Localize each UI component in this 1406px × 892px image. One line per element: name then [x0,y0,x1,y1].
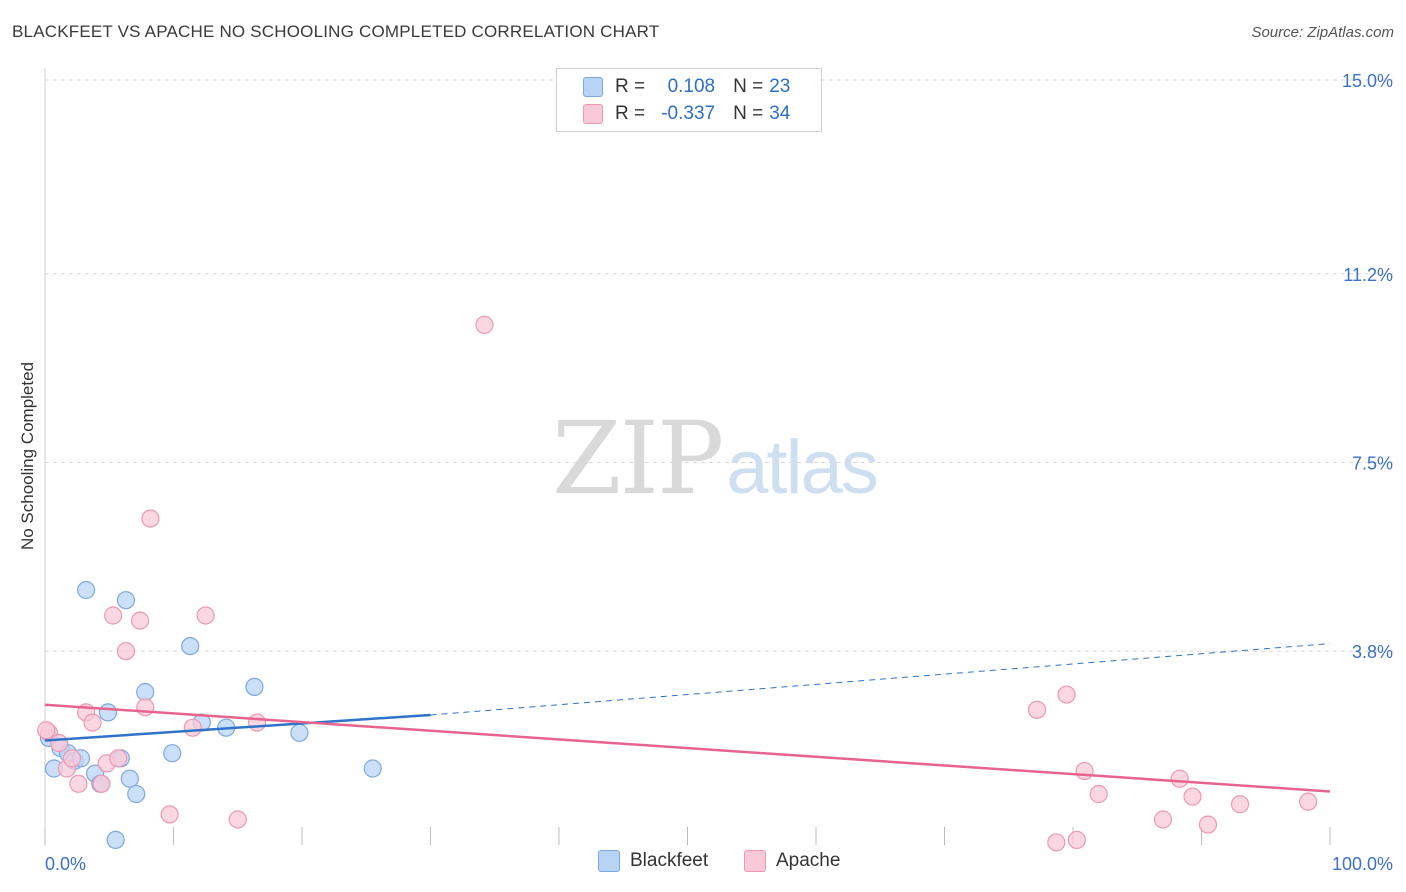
apache-point [1075,761,1094,781]
blackfeet-point [245,677,264,697]
apache-point [109,749,128,768]
blackfeet-point [127,784,146,804]
apache-point [1047,833,1066,852]
apache-trend-line [44,703,1331,793]
y-tick-label: 7.5% [1352,454,1393,474]
apache-point [1057,685,1076,704]
x-tick-label: 0.0% [45,854,86,874]
legend-item-apache: Apache [744,850,840,872]
apache-point [247,713,267,732]
apache-point [69,774,88,793]
blackfeet-point [120,769,139,788]
y-tick-label: 15.0% [1342,71,1393,91]
blackfeet-point [116,591,136,610]
apache-point [475,315,494,334]
legend-r-value: -0.337 [661,103,716,124]
apache-point [1183,787,1202,806]
y-axis-label: No Schooling Completed [18,361,37,551]
apache-point [83,713,102,732]
apache-point [183,718,202,737]
apache-point [1170,769,1189,788]
apache-point [130,611,150,630]
legend-label-blackfeet: Blackfeet [630,850,709,871]
apache-point [160,805,179,824]
apache-swatch [583,104,603,124]
apache-point [1299,792,1318,811]
legend-r-value: 0.108 [667,76,716,97]
legend-n-value: 23 [769,76,791,97]
correlation-legend: R = 0.108 N = 23 R = -0.337 N = 34 [556,68,822,132]
watermark-atlas: atlas [726,425,879,510]
legend-n-value: 34 [769,103,791,124]
apache-point [1230,795,1250,814]
legend-r-label: R = [615,103,646,124]
blackfeet-point [363,759,382,778]
legend-row-blackfeet: R = 0.108 N = 23 [583,75,790,99]
apache-point [1067,830,1086,850]
legend-n-label: N = [733,103,764,124]
blackfeet-point [163,744,182,763]
legend-n-label: N = [733,76,764,97]
apache-point [37,721,56,740]
blackfeet-point [136,682,155,702]
watermark-zip: ZIP [552,400,724,517]
apache-legend-swatch [744,850,766,872]
legend-item-blackfeet: Blackfeet [598,850,708,872]
apache-point [50,733,69,753]
blackfeet-trend-line [44,713,431,742]
watermark: ZIPatlas [552,400,879,517]
chart-source: Source: ZipAtlas.com [1251,24,1394,41]
blackfeet-point [77,580,96,600]
apache-point [141,509,160,528]
blackfeet-point [181,636,200,656]
x-tick-label: 100.0% [1332,854,1393,874]
blackfeet-trend-extension [430,643,1331,716]
apache-point [1089,784,1108,804]
blackfeet-point [98,703,118,722]
apache-point [1027,700,1047,719]
y-tick-label: 11.2% [1343,265,1393,285]
apache-point [116,642,136,661]
apache-point [92,774,111,793]
apache-point [196,606,215,625]
apache-point [136,698,155,717]
apache-point [228,810,247,829]
legend-label-apache: Apache [776,850,841,871]
legend-row-apache: R = -0.337 N = 34 [583,102,790,126]
blackfeet-point [106,830,125,850]
apache-point [62,749,82,768]
blackfeet-point [290,723,309,742]
blackfeet-swatch [583,77,603,97]
blackfeet-legend-swatch [598,850,620,872]
apache-point [1153,810,1173,829]
apache-point [1198,815,1218,834]
y-tick-label: 3.8% [1352,642,1393,662]
apache-point [104,606,123,625]
chart-title: BLACKFEET VS APACHE NO SCHOOLING COMPLET… [12,22,660,41]
legend-r-label: R = [615,76,646,97]
